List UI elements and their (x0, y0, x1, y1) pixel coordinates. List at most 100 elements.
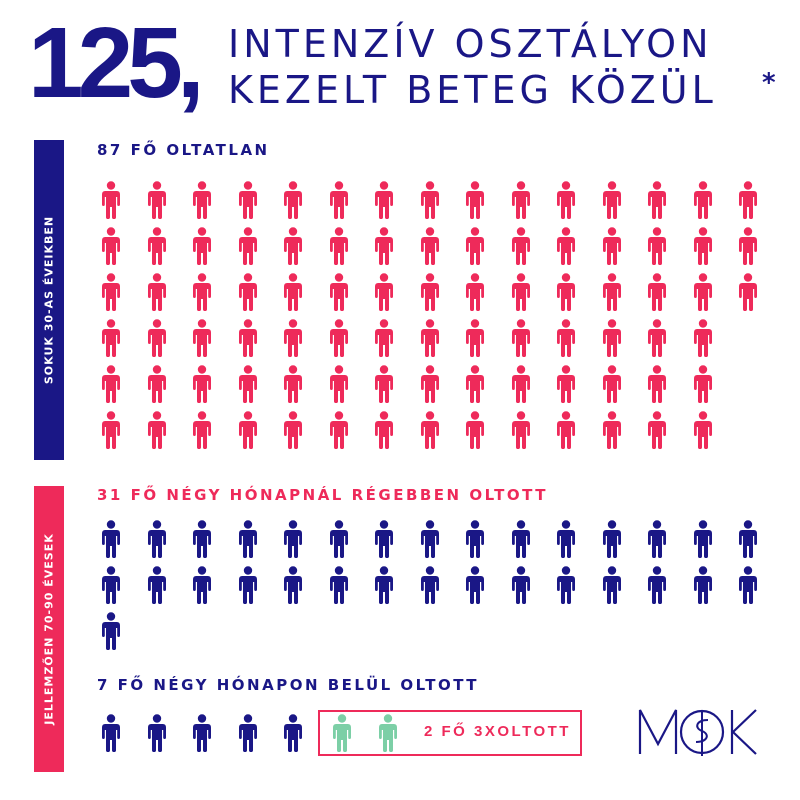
person-icon (557, 227, 575, 265)
person-icon (557, 411, 575, 449)
person-icon (693, 365, 712, 403)
person-icon (238, 714, 257, 752)
person-icon (238, 365, 257, 403)
person-icon (648, 319, 666, 357)
person-icon (466, 566, 484, 604)
person-icon (147, 181, 166, 219)
person-icon (420, 181, 439, 219)
person-icon (511, 365, 530, 403)
person-icon (238, 520, 257, 558)
person-icon (193, 411, 211, 449)
person-icon (375, 273, 393, 311)
person-icon (420, 566, 439, 604)
person-icon (511, 520, 530, 558)
person-icon (193, 181, 211, 219)
person-icon (511, 319, 530, 357)
person-icon (284, 566, 302, 604)
person-icon (420, 520, 439, 558)
person-icon (739, 181, 757, 219)
person-icon (602, 227, 621, 265)
person-icon (693, 411, 712, 449)
asterisk-mark: * (762, 68, 776, 98)
person-icon (648, 520, 666, 558)
person-icon (193, 566, 211, 604)
person-icon (193, 520, 211, 558)
person-icon (693, 181, 712, 219)
person-icon (102, 714, 120, 752)
person-icon (147, 365, 166, 403)
person-icon (284, 319, 302, 357)
person-icon (102, 227, 120, 265)
person-icon (602, 411, 621, 449)
person-icon (420, 227, 439, 265)
person-icon (238, 227, 257, 265)
person-icon (466, 319, 484, 357)
person-icon (238, 273, 257, 311)
headline-number: 125, (28, 7, 205, 119)
person-icon (375, 566, 393, 604)
person-icon (284, 181, 302, 219)
person-icon (648, 566, 666, 604)
unvaccinated-label: 87 FŐ OLTATLAN (97, 141, 270, 159)
headline-line-2: KEZELT BETEG KÖZÜL (228, 68, 717, 112)
person-icon (648, 273, 666, 311)
boosted-box (318, 710, 582, 756)
person-icon (511, 227, 530, 265)
person-icon (102, 520, 120, 558)
person-icon (648, 227, 666, 265)
person-icon (602, 181, 621, 219)
person-icon (193, 273, 211, 311)
person-icon (648, 181, 666, 219)
person-icon (329, 227, 348, 265)
person-icon (238, 566, 257, 604)
person-icon (147, 273, 166, 311)
person-icon (648, 365, 666, 403)
person-icon (284, 273, 302, 311)
person-icon (147, 566, 166, 604)
person-icon (557, 319, 575, 357)
person-icon (511, 566, 530, 604)
person-icon (466, 411, 484, 449)
person-icon (557, 181, 575, 219)
person-icon (147, 411, 166, 449)
person-icon (602, 319, 621, 357)
person-icon (193, 319, 211, 357)
person-icon (284, 227, 302, 265)
person-icon (329, 411, 348, 449)
person-icon (329, 520, 348, 558)
person-icon (375, 227, 393, 265)
person-icon (466, 181, 484, 219)
person-icon (557, 566, 575, 604)
person-icon (420, 273, 439, 311)
person-icon (329, 273, 348, 311)
person-icon (466, 227, 484, 265)
person-icon (329, 365, 348, 403)
person-icon (693, 319, 712, 357)
person-icon (284, 365, 302, 403)
person-icon (511, 181, 530, 219)
person-icon (602, 365, 621, 403)
person-icon (193, 714, 211, 752)
person-icon (375, 520, 393, 558)
person-icon (420, 319, 439, 357)
mok-logo (638, 709, 757, 756)
vaccinated-within-4-months-label: 7 FŐ NÉGY HÓNAPON BELÜL OLTOTT (97, 676, 480, 694)
person-icon (375, 411, 393, 449)
person-icon (333, 714, 351, 752)
person-icon (102, 319, 120, 357)
person-icon (557, 520, 575, 558)
person-icon (238, 181, 257, 219)
headline-line-1: INTENZÍV OSZTÁLYON (228, 22, 713, 66)
person-icon (238, 319, 257, 357)
person-icon (375, 319, 393, 357)
person-icon (602, 520, 621, 558)
person-icon (102, 181, 120, 219)
person-icon (693, 227, 712, 265)
person-icon (648, 411, 666, 449)
person-icon (693, 566, 712, 604)
person-icon (147, 714, 166, 752)
person-icon (375, 181, 393, 219)
person-icon (602, 273, 621, 311)
person-icon (329, 566, 348, 604)
side-bar-age-70-90-label: JELLEMZŐEN 70-90 ÉVESEK (42, 533, 56, 725)
